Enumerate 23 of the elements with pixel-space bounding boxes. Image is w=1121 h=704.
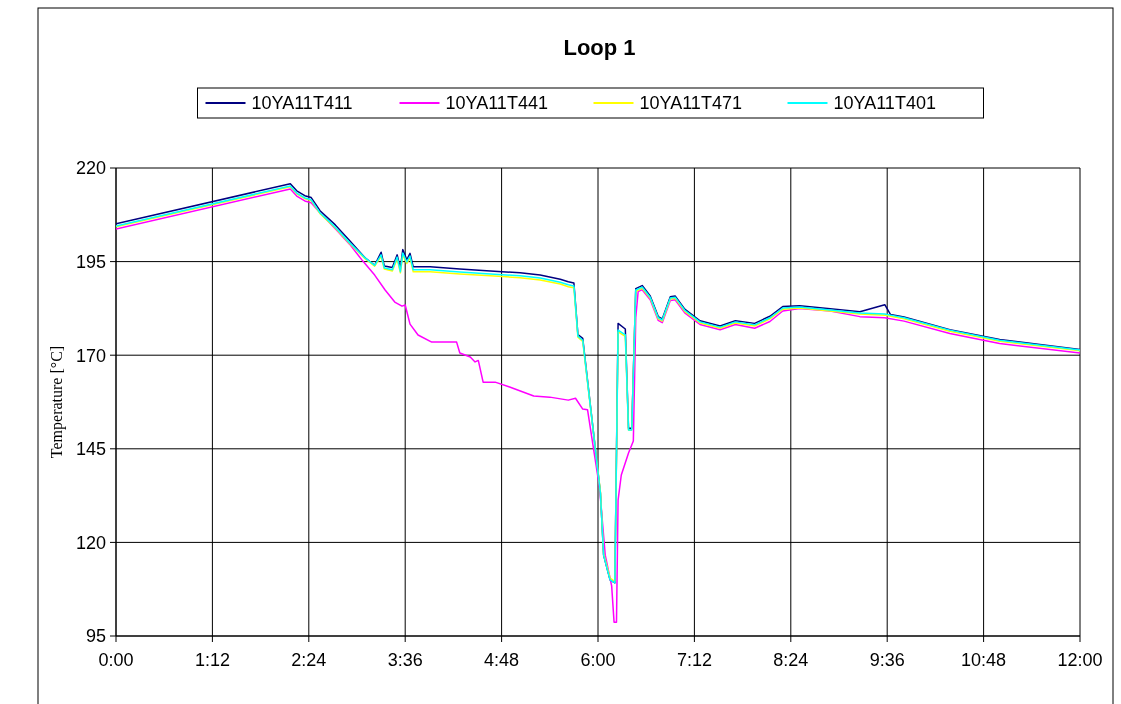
legend-label: 10YA11T441 <box>445 93 548 114</box>
y-tick-label: 170 <box>75 345 106 366</box>
y-tick-label: 95 <box>85 626 106 647</box>
x-tick-label: 4:48 <box>484 650 520 670</box>
x-tick-label: 9:36 <box>869 650 905 670</box>
legend-label: 10YA11T401 <box>833 93 936 114</box>
x-tick-label: 10:48 <box>961 650 1007 670</box>
x-tick-label: 12:00 <box>1057 650 1103 670</box>
x-tick-label: 7:12 <box>676 650 712 670</box>
x-tick-label: 0:00 <box>98 650 134 670</box>
x-tick-label: 8:24 <box>773 650 809 670</box>
chart-title: Loop 1 <box>563 35 636 60</box>
y-axis-title: Temperature [°C] <box>48 345 66 459</box>
y-tick-label: 195 <box>75 251 106 272</box>
y-tick-label: 145 <box>75 439 106 460</box>
y-tick-label: 220 <box>75 158 106 179</box>
x-tick-label: 3:36 <box>387 650 423 670</box>
legend-label: 10YA11T411 <box>251 93 353 114</box>
y-tick-label: 120 <box>75 532 106 553</box>
legend-label: 10YA11T471 <box>639 93 742 114</box>
x-tick-label: 6:00 <box>580 650 616 670</box>
x-tick-label: 1:12 <box>194 650 230 670</box>
x-tick-label: 2:24 <box>291 650 327 670</box>
